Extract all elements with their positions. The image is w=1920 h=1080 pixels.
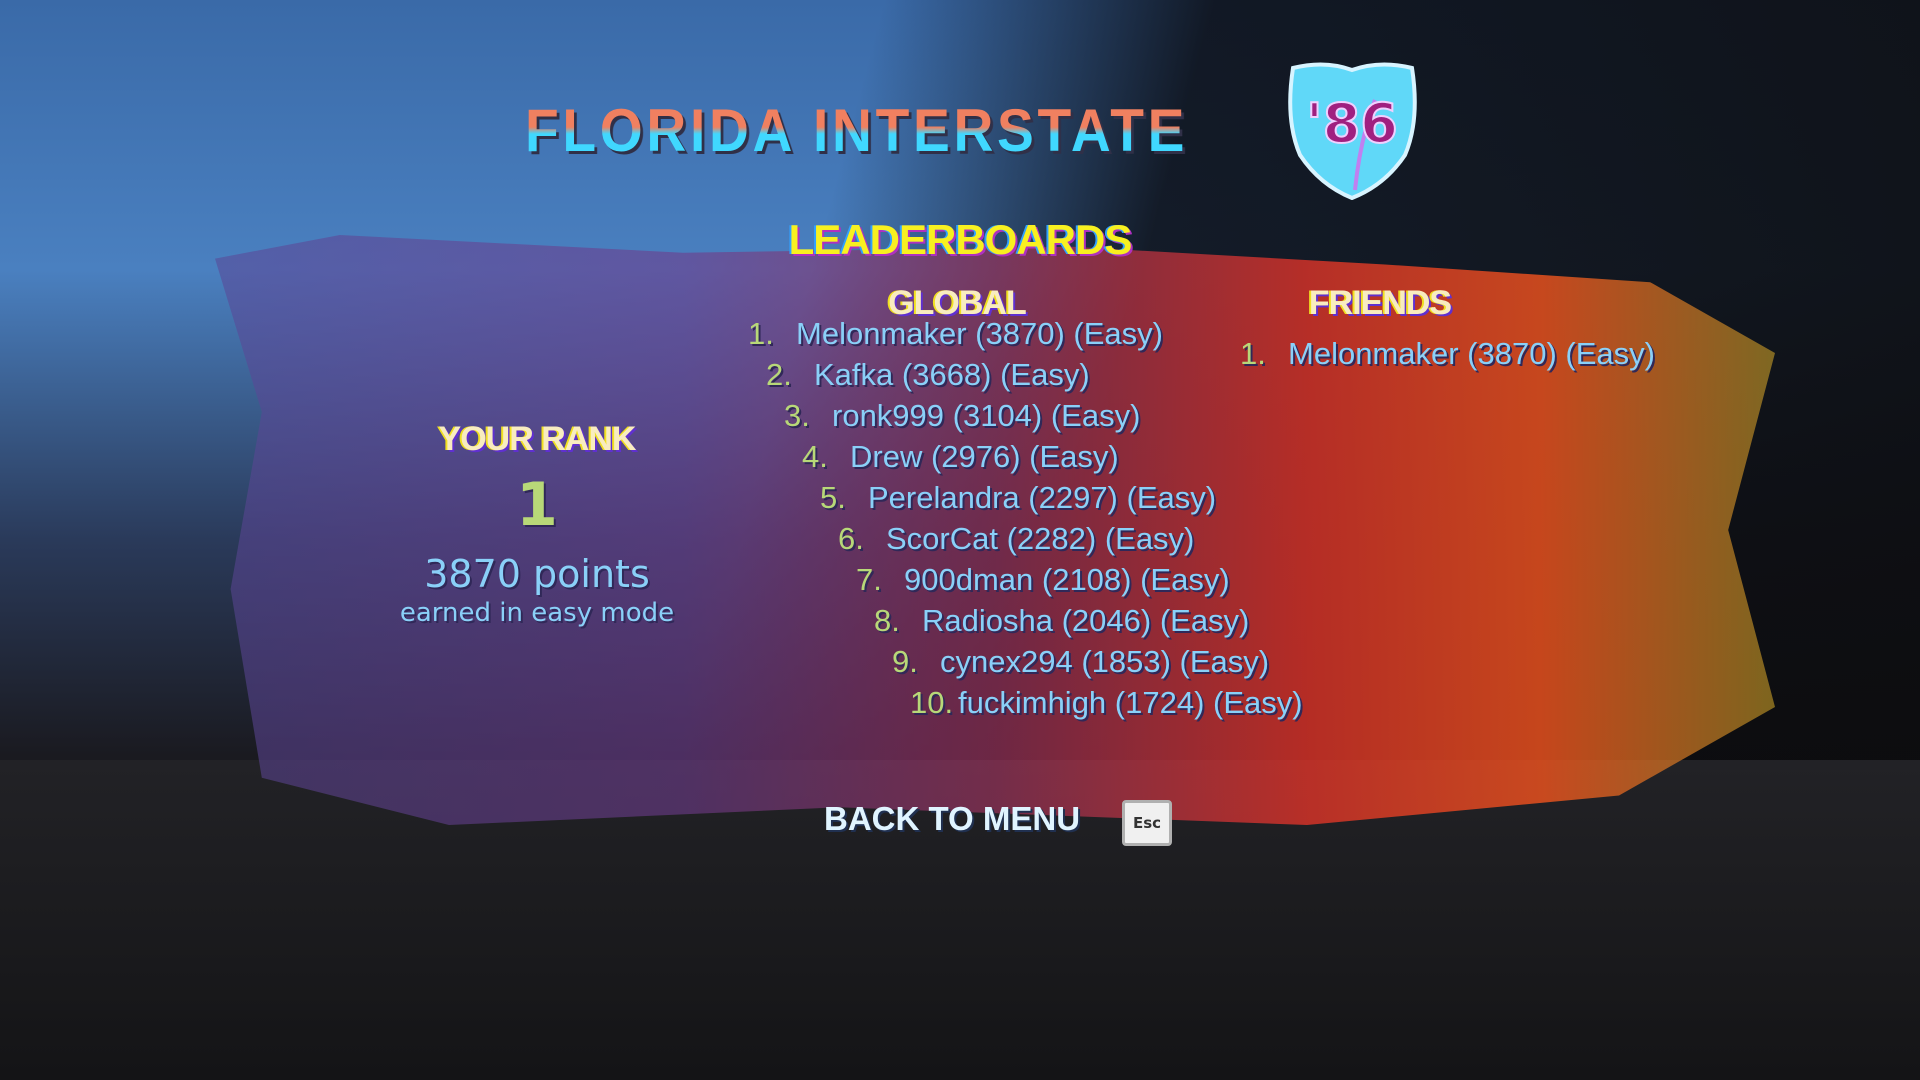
- entry-text: fuckimhigh (1724) (Easy): [958, 685, 1303, 720]
- entry-rank: 4.: [802, 439, 828, 474]
- leaderboard-entry: 9. cynex294 (1853) (Easy): [892, 644, 1269, 680]
- entry-rank: 1.: [1240, 336, 1266, 371]
- entry-rank: 7.: [856, 562, 882, 597]
- leaderboard-entry: 3. ronk999 (3104) (Easy): [784, 398, 1140, 434]
- back-to-menu-button[interactable]: BACK TO MENU: [824, 800, 1081, 837]
- entry-rank: 2.: [766, 357, 792, 392]
- your-rank-number: 1: [516, 470, 558, 540]
- leaderboard-entry: 7. 900dman (2108) (Easy): [856, 562, 1230, 598]
- entry-rank: 10.: [910, 685, 954, 720]
- leaderboard-entry: 2. Kafka (3668) (Easy): [766, 357, 1090, 393]
- entry-text: ScorCat (2282) (Easy): [886, 521, 1195, 556]
- entry-text: Drew (2976) (Easy): [850, 439, 1119, 474]
- entry-text: cynex294 (1853) (Easy): [940, 644, 1270, 679]
- leaderboard-entry: 4. Drew (2976) (Easy): [802, 439, 1119, 475]
- leaderboard-entry: 1. Melonmaker (3870) (Easy): [748, 316, 1163, 352]
- esc-key-hint[interactable]: Esc: [1122, 800, 1172, 846]
- entry-text: Perelandra (2297) (Easy): [868, 480, 1217, 515]
- entry-rank: 6.: [838, 521, 864, 556]
- leaderboards-heading: LEADERBOARDS: [788, 216, 1133, 263]
- entry-text: Melonmaker (3870) (Easy): [1288, 336, 1655, 371]
- entry-text: Kafka (3668) (Easy): [814, 357, 1090, 392]
- entry-rank: 3.: [784, 398, 810, 433]
- entry-rank: 9.: [892, 644, 918, 679]
- leaderboard-entry: 5. Perelandra (2297) (Easy): [820, 480, 1216, 516]
- your-rank-heading: YOUR RANK: [438, 420, 637, 458]
- your-points-subtitle: earned in easy mode: [399, 598, 675, 628]
- ground: [0, 760, 1920, 1080]
- entry-rank: 5.: [820, 480, 846, 515]
- global-heading: GLOBAL: [888, 284, 1027, 322]
- leaderboard-entry: 8. Radiosha (2046) (Easy): [874, 603, 1249, 639]
- entry-text: Radiosha (2046) (Easy): [922, 603, 1250, 638]
- paint-splash-panel: [215, 235, 1775, 825]
- entry-text: ronk999 (3104) (Easy): [832, 398, 1141, 433]
- entry-rank: 8.: [874, 603, 900, 638]
- logo-badge-text: '86: [1306, 92, 1398, 155]
- game-title: FLORIDA INTERSTATE: [525, 97, 1189, 164]
- your-points: 3870 points: [424, 552, 650, 596]
- entry-text: Melonmaker (3870) (Easy): [796, 316, 1163, 351]
- leaderboard-entry: 10. fuckimhigh (1724) (Easy): [910, 685, 1303, 721]
- entry-rank: 1.: [748, 316, 774, 351]
- leaderboard-entry: 6. ScorCat (2282) (Easy): [838, 521, 1194, 557]
- entry-text: 900dman (2108) (Easy): [904, 562, 1230, 597]
- leaderboard-entry: 1. Melonmaker (3870) (Easy): [1240, 336, 1655, 372]
- interstate-shield-logo: '86: [1288, 62, 1417, 200]
- friends-heading: FRIENDS: [1308, 284, 1452, 322]
